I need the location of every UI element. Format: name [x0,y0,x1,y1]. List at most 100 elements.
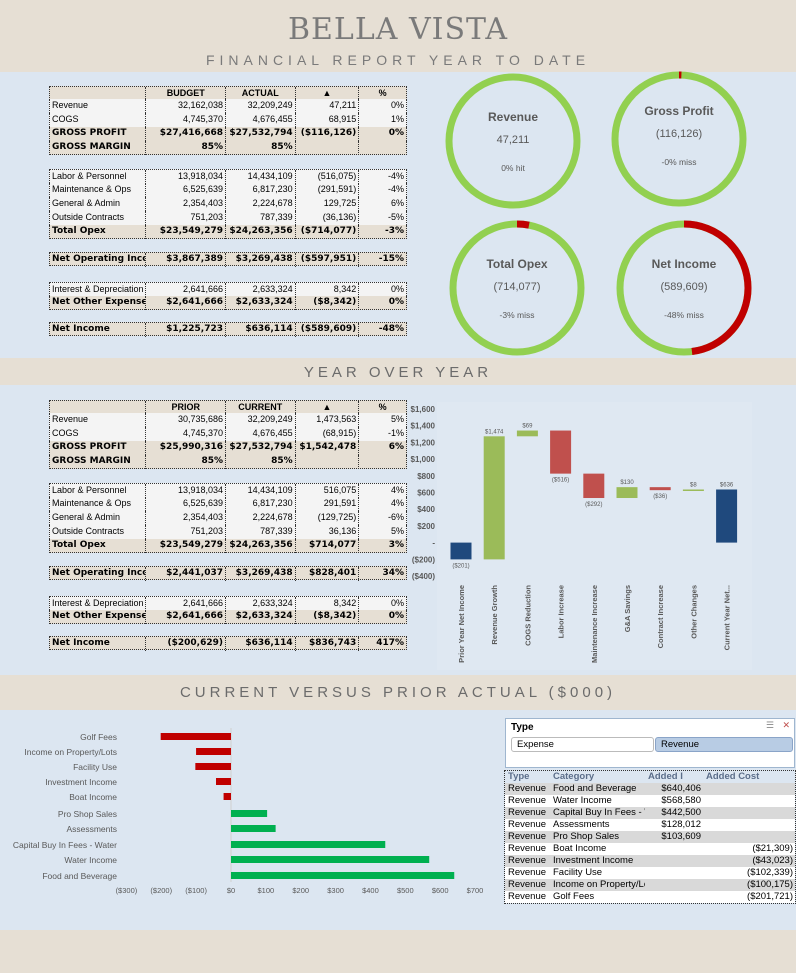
pivot-added-cost [703,807,795,819]
slicer-option-revenue[interactable]: Revenue [655,737,793,752]
table-row-revenue: Revenue 30,735,686 32,209,249 1,473,563 5% [49,413,407,427]
table-row-general-admin: General & Admin 2,354,403 2,224,678 (129,72… [49,511,407,525]
cell-value: ($200,629) [146,637,226,651]
pivot-column-header-type[interactable]: Type [508,771,530,782]
cell-value: $2,641,666 [146,296,226,310]
cell-value: 6,817,230 [226,497,296,511]
section-title-cvp: CURRENT VERSUS PRIOR ACTUAL ($000) [0,675,796,710]
table-row-gross-profit: GROSS PROFIT $25,990,316 $27,532,794 $1,542… [49,441,407,455]
cell-value: $27,416,668 [146,127,226,141]
waterfall-bar-current-year-net [716,489,738,543]
column-header: ▲ [296,87,360,101]
slicer-option-expense[interactable]: Expense [511,737,654,752]
cell-value: 32,209,249 [226,413,296,427]
y-category-label: Assessments [66,824,117,834]
cell-value: (516,075) [296,170,360,184]
pivot-column-header-category[interactable]: Category [553,771,595,782]
cell-value: 2,641,666 [146,283,226,297]
pivot-row: Revenue Capital Buy In Fees - Wat $442,500 [505,807,795,819]
data-label: ($292) [585,502,602,508]
x-tick-label: ($200) [150,886,172,895]
pivot-added-income: $128,012 [661,819,701,830]
row-label: Maintenance & Ops [50,497,147,511]
table-row-interest-depreciation: Interest & Depreciation 2,641,666 2,633,32… [49,596,407,611]
cell-value: 0% [390,284,404,294]
pivot-column-header-added-i[interactable]: Added I [648,771,683,782]
cell-value: 2,354,403 [146,511,226,525]
y-category-label: Facility Use [73,762,117,772]
cell-value: 0% [388,128,404,138]
y-tick-label: $1,600 [411,405,436,414]
cell-value: $714,077 [296,539,360,553]
x-category-label: G&A Savings [623,585,632,632]
row-label: GROSS MARGIN [50,141,147,155]
table-row-general-admin: General & Admin 2,354,403 2,224,678 129,725… [49,197,407,211]
row-label: Interest & Depreciation [50,283,147,297]
waterfall-bar-contract-increase [649,487,671,491]
cell-value: 2,641,666 [146,597,226,611]
cell-value: 2,354,403 [146,197,226,211]
pivot-added-cost [703,783,795,795]
table-row-net-operating-inco: Net Operating Inco $2,441,037 $3,269,438 $8… [49,566,407,581]
pivot-category: Boat Income [553,843,607,854]
cell-value: $3,269,438 [226,253,296,267]
cell-value: $27,532,794 [226,127,296,141]
data-label: ($516) [552,478,569,484]
gauge-status: -48% miss [664,310,704,320]
gauge-miss-arc [616,220,752,356]
cell-value: 787,339 [226,211,296,225]
data-label: $8 [690,482,697,488]
table-row-net-other-expense: Net Other Expense $2,641,666 $2,633,324 ($8… [49,296,407,310]
pivot-row: Revenue Pro Shop Sales $103,609 [505,831,795,843]
pivot-row: Revenue Facility Use ($102,339) [505,867,795,879]
y-category-label: Income on Property/Lots [24,747,117,757]
gauge-title: Net Income [651,257,717,271]
multi-select-icon[interactable]: ☰ [765,721,774,731]
column-header: BUDGET [146,87,226,101]
table-row-maintenance-ops: Maintenance & Ops 6,525,639 6,817,230 291,5… [49,497,407,511]
table-header-row: PRIOR CURRENT ▲% [49,400,407,415]
report-title: BELLA VISTA [287,12,509,47]
y-category-label: Capital Buy In Fees - Water [13,840,117,850]
table-row-labor-personnel: Labor & Personnel 13,918,034 14,434,109 (51… [49,169,407,184]
cell-value: $24,263,356 [226,539,296,553]
revenue-variance-bar-chart: Golf Fees Income on Property/Lots Facility… [13,728,484,895]
pivot-column-header-added-cost[interactable]: Added Cost [706,771,760,782]
y-category-label: Pro Shop Sales [58,809,117,819]
y-tick-label: ($200) [412,555,435,564]
pivot-added-cost [703,795,795,807]
cell-value: 291,591 [296,497,360,511]
y-tick-label: $200 [417,522,435,531]
x-tick-label: $700 [467,886,484,895]
clear-filter-icon[interactable]: ✕ [782,721,790,731]
pivot-category: Income on Property/Lots [553,879,645,890]
kpi-gauge-total-opex: Total Opex (714,077) -3% miss [447,218,587,358]
pivot-category: Golf Fees [553,891,595,902]
x-tick-label: ($300) [116,886,138,895]
cell-value: 85% [226,455,296,469]
cell-value: 34% [382,568,404,578]
waterfall-bar-prior-year-net-income [450,542,472,560]
row-label: General & Admin [50,511,147,525]
column-header: ▲ [296,401,360,415]
cell-value: 6,525,639 [146,497,226,511]
y-tick-label: $600 [417,489,435,498]
cell-value: 3% [388,540,404,550]
gauge-ring [449,220,585,356]
kpi-gauge-net-income: Net Income (589,609) -48% miss [614,218,754,358]
pivot-type: Revenue [508,855,547,866]
type-slicer: Type ☰ ✕ Expense Revenue [505,718,795,768]
x-tick-label: $0 [227,886,235,895]
gauge-title: Revenue [487,110,539,124]
cell-value: $2,641,666 [146,610,226,624]
cell-value: 516,075 [296,484,360,498]
cell-value: 32,209,249 [226,99,296,113]
pivot-category: Water Income [553,795,612,806]
x-tick-label: $500 [397,886,414,895]
table-row-gross-profit: GROSS PROFIT $27,416,668 $27,532,794 ($116,… [49,127,407,141]
x-tick-label: $400 [362,886,379,895]
gauge-value: (589,609) [660,281,708,293]
pivot-row: Revenue Water Income $568,580 [505,795,795,807]
pivot-added-cost: ($21,309) [752,843,793,854]
table-row-outside-contracts: Outside Contracts 751,203 787,339 (36,136) -… [49,211,407,225]
